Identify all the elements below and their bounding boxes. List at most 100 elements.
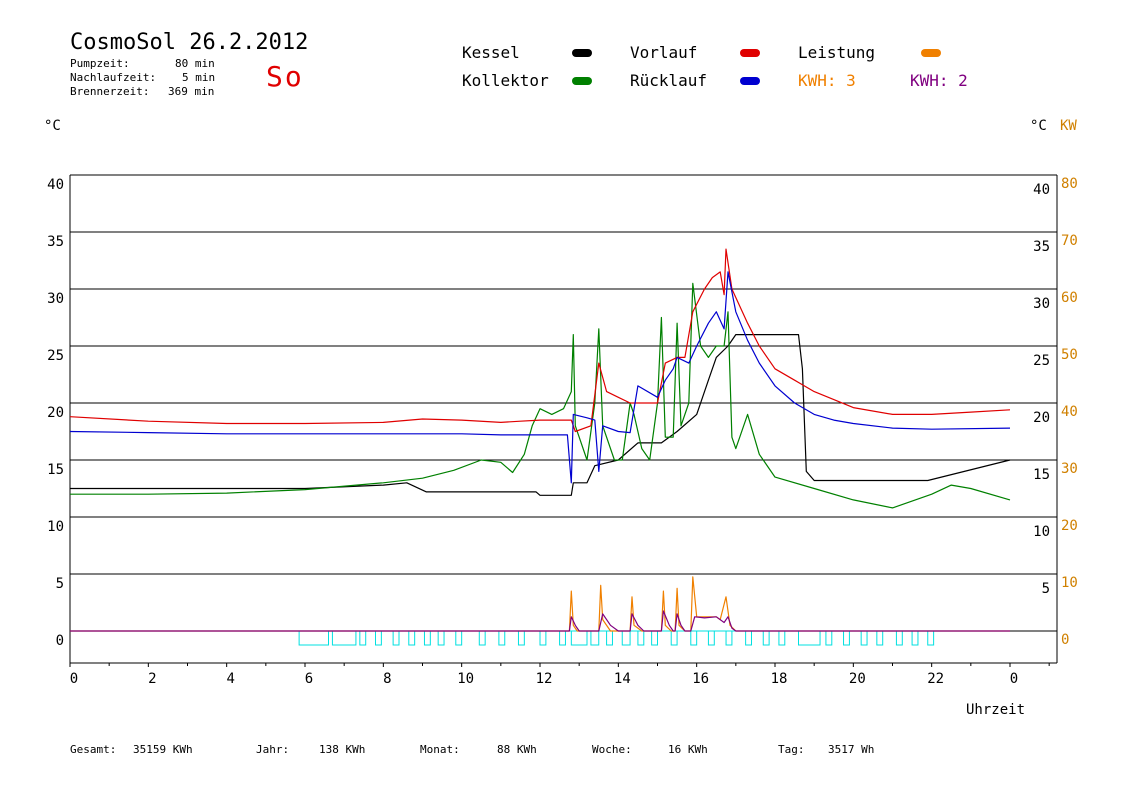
pump-pulse — [670, 631, 678, 646]
brennerzeit-label: Brennerzeit: — [70, 85, 150, 98]
legend-leistung-swatch — [921, 49, 941, 57]
pump-pulse — [621, 631, 631, 646]
legend-kessel-swatch — [572, 49, 592, 57]
x-tick-label: 0 — [1010, 671, 1018, 687]
legend-vorlauf-swatch — [740, 49, 760, 57]
x-tick-label: 22 — [927, 671, 944, 687]
nachlaufzeit-value: 5 min — [182, 71, 216, 84]
y-right-kw-tick-label: 60 — [1061, 290, 1078, 306]
pump-pulse — [517, 631, 525, 646]
footer-monat-value: 88 KWh — [497, 743, 537, 756]
pump-pulse — [539, 631, 547, 646]
x-tick-label: 2 — [148, 671, 156, 687]
series-line-vorlauf — [69, 248, 1011, 433]
y-right-celsius-tick-label: 15 — [1033, 467, 1050, 483]
footer-tag-value: 3517 Wh — [828, 743, 875, 756]
series-line-kollektor — [70, 282, 1011, 509]
weekday-label: So — [266, 60, 304, 93]
brennerzeit-value: 369 min — [168, 85, 215, 98]
y-right-celsius-tick-label: 5 — [1042, 581, 1050, 597]
y-right-kw-tick-label: 0 — [1061, 632, 1069, 648]
y-right-celsius-tick-label: 10 — [1033, 524, 1050, 540]
footer-woche-value: 16 KWh — [668, 743, 708, 756]
x-tick-label: 10 — [457, 671, 474, 687]
footer-jahr-label: Jahr: — [256, 743, 290, 756]
pump-pulse — [876, 631, 884, 646]
nachlaufzeit-label: Nachlaufzeit: — [70, 71, 157, 84]
pump-pulse — [455, 631, 463, 646]
footer-tag-label: Tag: — [778, 743, 805, 756]
left-axis-unit: °C — [44, 118, 61, 134]
legend-kessel: Kessel — [462, 43, 520, 62]
pump-pulse — [392, 631, 400, 646]
y-right-kw-tick-label: 20 — [1061, 518, 1078, 534]
right-axis-unit-kw: KW — [1060, 118, 1077, 134]
pump-pulse — [725, 631, 733, 646]
pump-pulse — [651, 631, 658, 646]
y-right-celsius-tick-label: 35 — [1033, 239, 1050, 255]
x-tick-label: 8 — [383, 671, 391, 687]
y-left-tick-label: 30 — [47, 291, 64, 307]
y-left-tick-label: 5 — [56, 576, 64, 592]
y-left-tick-label: 20 — [47, 405, 64, 421]
pump-pulse — [408, 631, 416, 646]
y-left-tick-label: 40 — [47, 177, 64, 193]
y-left-tick-label: 0 — [56, 633, 64, 649]
x-tick-label: 16 — [692, 671, 709, 687]
pump-pulse — [637, 631, 645, 646]
pump-pulse — [927, 631, 935, 646]
pump-pulse — [690, 631, 698, 646]
legend-ruecklauf: Rücklauf — [630, 71, 708, 90]
x-axis-label: Uhrzeit — [966, 702, 1026, 718]
pump-pulse — [437, 631, 445, 646]
series-line-kwh — [70, 610, 1010, 632]
x-tick-label: 18 — [771, 671, 788, 687]
pump-pulse — [570, 631, 588, 646]
legend-kwh-orange: KWH: 3 — [798, 71, 856, 90]
y-right-celsius-tick-label: 25 — [1033, 353, 1050, 369]
footer-jahr-value: 138 KWh — [319, 743, 366, 756]
pump-pulse — [606, 631, 613, 646]
y-right-kw-tick-label: 50 — [1061, 347, 1078, 363]
y-left-tick-label: 15 — [47, 462, 64, 478]
pump-pulse — [298, 631, 329, 646]
y-right-celsius-tick-label: 40 — [1033, 182, 1050, 198]
pumpzeit-label: Pumpzeit: — [70, 57, 130, 70]
pump-pulse — [895, 631, 903, 646]
pump-pulse — [423, 631, 431, 646]
pump-pulse — [778, 631, 786, 646]
y-right-celsius-tick-label: 30 — [1033, 296, 1050, 312]
y-right-kw-tick-label: 10 — [1061, 575, 1078, 591]
pump-pulse — [359, 631, 367, 646]
pump-pulse — [707, 631, 715, 646]
series-line-kessel — [70, 334, 1011, 496]
x-tick-label: 20 — [849, 671, 866, 687]
pump-pulse — [375, 631, 382, 646]
y-right-kw-tick-label: 80 — [1061, 176, 1078, 192]
y-left-tick-label: 25 — [47, 348, 64, 364]
pump-pulse — [860, 631, 868, 646]
pump-pulse — [762, 631, 770, 646]
y-right-kw-tick-label: 30 — [1061, 461, 1078, 477]
chart-title: CosmoSol 26.2.2012 — [70, 30, 309, 55]
pump-pulse — [798, 631, 821, 646]
pump-pulse — [331, 631, 357, 646]
legend-kollektor-swatch — [572, 77, 592, 85]
pump-pulse — [498, 631, 506, 646]
y-left-tick-label: 35 — [47, 234, 64, 250]
footer-gesamt-value: 35159 KWh — [133, 743, 193, 756]
pump-pulse — [745, 631, 752, 646]
legend-kollektor: Kollektor — [462, 71, 549, 90]
pump-pulse — [843, 631, 850, 646]
pumpzeit-value: 80 min — [175, 57, 215, 70]
y-right-kw-tick-label: 40 — [1061, 404, 1078, 420]
legend-leistung: Leistung — [798, 43, 876, 62]
pump-pulse — [559, 631, 566, 646]
pump-pulse — [478, 631, 486, 646]
x-tick-label: 0 — [70, 671, 78, 687]
y-right-kw-tick-label: 70 — [1061, 233, 1078, 249]
y-left-tick-label: 10 — [47, 519, 64, 535]
x-tick-label: 4 — [226, 671, 234, 687]
y-right-celsius-tick-label: 20 — [1033, 410, 1050, 426]
